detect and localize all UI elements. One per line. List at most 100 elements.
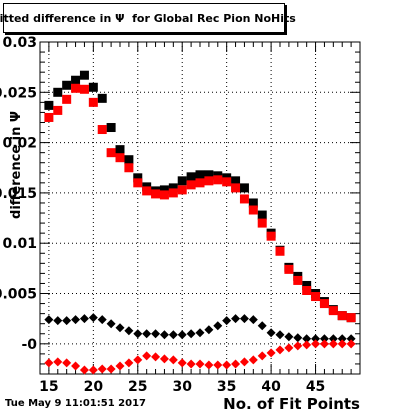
data-point-diamond	[44, 315, 54, 325]
x-tick-label: 35	[217, 379, 236, 395]
data-point-square	[239, 183, 249, 193]
data-point-diamond	[293, 333, 303, 343]
data-point-square	[62, 80, 72, 90]
data-point-square	[115, 145, 125, 155]
data-point-square	[186, 180, 196, 190]
data-point-square	[53, 87, 63, 97]
data-point-square	[44, 112, 54, 122]
data-point-diamond	[124, 358, 134, 368]
data-point-diamond	[302, 334, 312, 344]
data-point-diamond	[151, 329, 161, 339]
data-point-diamond	[311, 334, 321, 344]
x-axis-label: No. of Fit Points	[223, 395, 360, 413]
data-point-diamond	[79, 365, 89, 375]
data-point-square	[302, 285, 312, 295]
y-tick-label: -0	[21, 337, 37, 353]
data-point-diamond	[79, 314, 89, 324]
data-point-square	[319, 299, 329, 309]
data-point-diamond	[115, 361, 125, 371]
y-tick-label: 0.03	[2, 35, 37, 51]
data-point-diamond	[142, 351, 152, 361]
data-point-square	[311, 292, 321, 302]
data-point-diamond	[266, 348, 276, 358]
data-point-diamond	[213, 321, 223, 331]
data-point-diamond	[195, 359, 205, 369]
data-point-diamond	[115, 323, 125, 333]
data-point-square	[79, 84, 89, 94]
data-point-diamond	[275, 330, 285, 340]
y-tick-label: 0.01	[2, 236, 37, 252]
data-point-square	[284, 264, 294, 274]
data-point-diamond	[106, 364, 116, 374]
data-point-diamond	[257, 351, 267, 361]
data-point-square	[151, 189, 161, 199]
timestamp: Tue May 9 11:01:51 2017	[5, 398, 146, 409]
data-point-diamond	[239, 314, 249, 324]
data-point-diamond	[319, 339, 329, 349]
data-point-square	[88, 82, 98, 92]
y-axis-label: difference in Ψ	[9, 111, 24, 219]
data-point-diamond	[222, 316, 232, 326]
data-point-square	[186, 172, 196, 182]
data-point-diamond	[231, 314, 241, 324]
data-point-diamond	[53, 357, 63, 367]
data-point-square	[97, 93, 107, 103]
data-point-diamond	[142, 329, 152, 339]
data-point-square	[337, 311, 347, 321]
data-point-square	[248, 198, 258, 208]
data-point-square	[44, 100, 54, 110]
data-point-diamond	[284, 332, 294, 342]
x-tick-label: 25	[128, 379, 147, 395]
data-point-diamond	[346, 334, 356, 344]
data-point-diamond	[106, 319, 116, 329]
data-point-diamond	[293, 341, 303, 351]
data-point-diamond	[44, 358, 54, 368]
series-2	[44, 313, 356, 344]
data-point-square	[168, 183, 178, 193]
data-point-square	[124, 155, 134, 165]
y-tick-label: 0.015	[0, 186, 37, 202]
data-point-square	[248, 205, 258, 215]
data-point-diamond	[62, 358, 72, 368]
data-marks	[44, 70, 356, 375]
data-point-diamond	[222, 360, 232, 370]
data-point-square	[53, 105, 63, 115]
y-tick-label: 0.025	[0, 85, 37, 101]
data-point-diamond	[195, 328, 205, 338]
axis-ticks: 15 20 25 30 35 40 45 -0 0.005 0.01 0.015 0.02 0.025 0…	[0, 35, 361, 395]
data-point-diamond	[213, 360, 223, 370]
data-point-diamond	[97, 364, 107, 374]
data-point-square	[195, 178, 205, 188]
data-point-square	[142, 186, 152, 196]
data-point-diamond	[177, 330, 187, 340]
data-point-diamond	[159, 330, 169, 340]
data-point-square	[177, 176, 187, 186]
data-point-diamond	[284, 343, 294, 353]
data-point-diamond	[62, 316, 72, 326]
data-point-square	[293, 275, 303, 285]
data-point-square	[177, 185, 187, 195]
data-point-square	[257, 218, 267, 228]
x-tick-label: 15	[39, 379, 58, 395]
data-point-diamond	[239, 357, 249, 367]
data-point-diamond	[275, 345, 285, 355]
data-point-diamond	[133, 329, 143, 339]
data-point-diamond	[204, 360, 214, 370]
data-point-diamond	[346, 339, 356, 349]
series-1	[44, 83, 356, 323]
data-point-square	[204, 176, 214, 186]
data-point-square	[168, 188, 178, 198]
data-point-square	[88, 97, 98, 107]
data-point-square	[239, 194, 249, 204]
data-point-square	[62, 94, 72, 104]
data-point-diamond	[231, 359, 241, 369]
data-point-diamond	[97, 315, 107, 325]
data-point-diamond	[88, 365, 98, 375]
data-point-square	[133, 173, 143, 183]
chart-title: Fitted difference in Ψ for Global Rec Pi…	[0, 3, 296, 33]
data-point-square	[159, 190, 169, 200]
x-tick-label: 20	[84, 379, 104, 395]
data-point-diamond	[328, 339, 338, 349]
data-point-square	[328, 306, 338, 316]
data-point-square	[231, 176, 241, 186]
